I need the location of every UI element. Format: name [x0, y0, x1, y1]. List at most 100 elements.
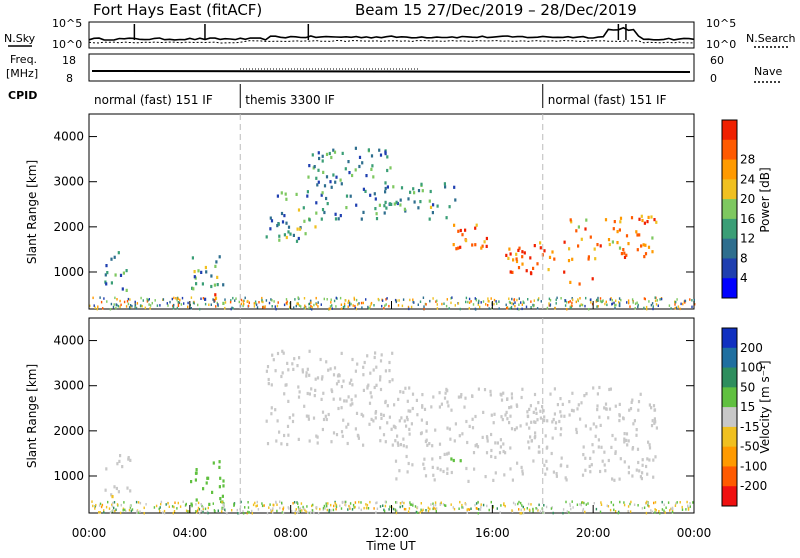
ground-pixel-390	[530, 306, 532, 309]
pixel-0-11	[121, 287, 124, 291]
pixel-2-14	[218, 465, 221, 469]
ytick-label-3: 4000	[53, 334, 84, 348]
pixel-4-216	[476, 445, 480, 449]
pixel-4-359	[646, 472, 649, 476]
ground-pixel-274	[661, 500, 663, 504]
pixel-3-29	[270, 219, 274, 223]
ground-pixel-419	[508, 300, 511, 304]
ground-pixel-68	[675, 306, 678, 309]
pixel-5-25	[445, 216, 448, 220]
pixel-4-165	[424, 439, 427, 444]
pixel-8-35	[647, 215, 650, 219]
ground-pixel-428	[388, 508, 390, 511]
pixel-8-26	[568, 247, 571, 251]
vcbar-seg-2	[722, 367, 737, 388]
ground-pixel-364	[149, 307, 151, 310]
ground-pixel-206	[142, 299, 144, 302]
ground-pixel-483	[255, 302, 257, 305]
ground-pixel-446	[434, 501, 437, 504]
ground-pixel-73	[520, 301, 522, 304]
pixel-4-292	[404, 386, 407, 390]
pixel-4-340	[533, 392, 537, 397]
pixel-4-85	[485, 451, 489, 455]
ground-pixel-431	[310, 301, 312, 304]
pixel-4-310	[446, 471, 449, 475]
pixel-7-5	[548, 255, 552, 259]
pixel-4-187	[614, 437, 617, 441]
ground-pixel-368	[480, 503, 482, 506]
ground-pixel-40	[220, 500, 222, 504]
ground-pixel-93	[392, 507, 395, 511]
pixel-3-96	[312, 416, 316, 420]
ground-pixel-224	[273, 300, 275, 303]
pixel-1-15	[205, 270, 208, 274]
pixel-3-28	[283, 233, 286, 237]
pixel-4-364	[568, 413, 571, 417]
ground-pixel-483	[297, 505, 300, 509]
pixel-4-260	[544, 472, 547, 476]
ground-pixel-479	[159, 510, 161, 513]
pixel-4-90	[603, 450, 606, 454]
pixel-5-27	[395, 200, 398, 204]
ground-pixel-475	[357, 303, 359, 306]
ground-pixel-224	[442, 503, 445, 506]
pixel-4-146	[571, 391, 574, 395]
ground-pixel-101	[333, 504, 335, 508]
ground-pixel-64	[687, 505, 689, 509]
ground-pixel-266	[381, 299, 384, 302]
pixel-4-133	[585, 392, 588, 396]
pixel-5-17	[403, 207, 406, 211]
pixel-3-14	[277, 222, 280, 226]
ground-pixel-33	[385, 298, 387, 301]
ground-pixel-114	[308, 302, 311, 306]
ground-pixel-53	[512, 501, 515, 505]
ground-pixel-474	[412, 298, 414, 301]
pixel-4-182	[423, 457, 426, 461]
pixel-5-13	[413, 191, 416, 195]
vcbar-seg-4	[722, 407, 737, 428]
ground-pixel-487	[648, 505, 650, 508]
ground-pixel-344	[110, 302, 113, 306]
ground-pixel-318	[540, 300, 542, 303]
ground-pixel-252	[556, 296, 558, 300]
pixel-3-81	[280, 374, 283, 379]
pixel-4-81	[607, 416, 610, 420]
ground-pixel-378	[327, 502, 329, 505]
ground-pixel-238	[286, 300, 288, 304]
pixel-4-31	[521, 387, 524, 391]
pixel-6-17	[474, 243, 477, 247]
pixel-0-1	[125, 288, 128, 292]
ground-pixel-410	[623, 501, 625, 504]
ground-pixel-1	[116, 298, 118, 301]
ground-pixel-80	[379, 505, 382, 508]
pixel-4-72	[374, 207, 377, 211]
ground-pixel-261	[231, 306, 233, 310]
pixel-3-26	[297, 385, 300, 389]
pixel-2-19	[194, 478, 197, 482]
ytick-label-3: 4000	[53, 130, 84, 144]
ground-pixel-324	[565, 500, 567, 504]
ground-pixel-52	[410, 503, 413, 506]
pixel-5-24	[428, 217, 431, 221]
pixel-4-279	[560, 463, 563, 467]
pixel-4-198	[504, 451, 507, 455]
ground-pixel-367	[643, 297, 646, 300]
ground-pixel-466	[309, 307, 312, 310]
ground-pixel-316	[686, 500, 688, 504]
ground-pixel-268	[169, 300, 171, 304]
pixel-4-32	[607, 458, 610, 463]
ground-pixel-292	[650, 509, 652, 512]
pixel-8-10	[625, 253, 628, 257]
ground-pixel-233	[651, 302, 654, 305]
ground-pixel-210	[272, 511, 274, 514]
pixel-4-142	[627, 465, 630, 469]
pixel-4-46	[550, 451, 553, 456]
pixel-3-72	[329, 367, 332, 371]
ground-pixel-54	[495, 300, 497, 303]
ground-pixel-328	[185, 503, 187, 507]
pixel-3-85	[384, 369, 387, 373]
ground-pixel-127	[144, 306, 146, 310]
ground-pixel-393	[466, 508, 468, 511]
ground-pixel-326	[619, 304, 621, 308]
ground-pixel-82	[296, 511, 299, 514]
